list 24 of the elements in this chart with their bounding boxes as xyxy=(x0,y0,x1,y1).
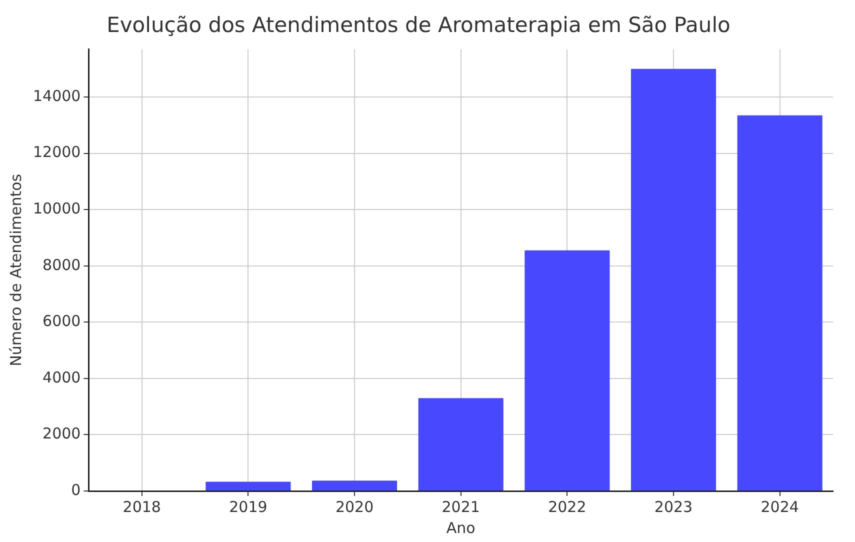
x-tick-label: 2021 xyxy=(442,498,480,516)
y-tick-label: 6000 xyxy=(42,312,81,330)
x-tick-label: 2018 xyxy=(122,498,161,516)
y-tick-label: 8000 xyxy=(42,256,81,274)
y-tick-label: 2000 xyxy=(42,424,81,443)
y-tick-label: 0 xyxy=(71,480,81,499)
bar xyxy=(206,482,291,490)
x-tick-label: 2024 xyxy=(760,498,799,516)
y-tick-label: 14000 xyxy=(33,86,81,105)
x-tick-label: 2022 xyxy=(548,498,586,516)
bar xyxy=(418,398,504,490)
bar xyxy=(737,115,822,490)
bar xyxy=(312,480,398,490)
x-tick-label: 2023 xyxy=(654,498,693,516)
chart-title: Evolução dos Atendimentos de Aromaterapia em São Paulo xyxy=(106,13,730,38)
y-tick-label: 10000 xyxy=(33,199,81,218)
x-tick-label: 2019 xyxy=(229,498,268,516)
y-tick-label: 4000 xyxy=(42,368,81,386)
bar xyxy=(524,250,610,490)
x-axis-title: Ano xyxy=(446,518,476,537)
x-tick-label: 2020 xyxy=(335,498,374,516)
y-axis-title: Número de Atendimentos xyxy=(6,174,25,366)
y-tick-label: 12000 xyxy=(33,143,81,162)
bar xyxy=(630,68,716,490)
